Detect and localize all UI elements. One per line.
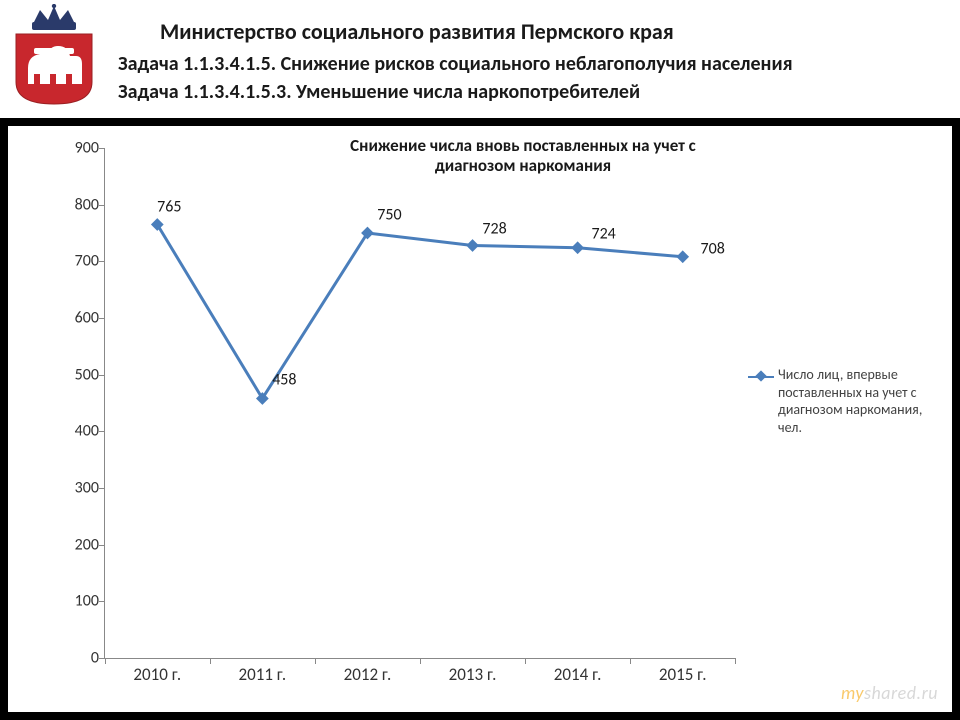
- y-tick-label: 500: [49, 365, 99, 384]
- y-tick-label: 600: [49, 309, 99, 328]
- x-tick-mark: [105, 658, 106, 664]
- x-tick-label: 2015 г.: [659, 664, 707, 685]
- legend-line-icon: [748, 369, 774, 383]
- crown-icon: [32, 4, 76, 30]
- region-emblem: [10, 4, 98, 106]
- ministry-title: Министерство социального развития Пермск…: [160, 18, 674, 45]
- legend-label: Число лиц, впервые поставленных на учет …: [778, 366, 938, 436]
- data-marker: [571, 241, 584, 254]
- data-label: 728: [482, 220, 506, 239]
- x-tick-mark: [735, 658, 736, 664]
- task-line-2: Задача 1.1.3.4.1.5.3. Уменьшение числа н…: [118, 80, 640, 104]
- data-marker: [466, 239, 479, 252]
- legend-entry: Число лиц, впервые поставленных на учет …: [748, 366, 938, 436]
- data-marker: [676, 250, 689, 263]
- plot-area: 01002003004005006007008009002010 г.2011 …: [104, 148, 735, 659]
- y-tick-label: 800: [49, 195, 99, 214]
- data-label: 724: [591, 224, 615, 243]
- chart-inner: Снижение числа вновь поставленных на уче…: [8, 126, 952, 712]
- y-tick-label: 100: [49, 592, 99, 611]
- x-tick-label: 2011 г.: [239, 664, 287, 685]
- x-tick-mark: [630, 658, 631, 664]
- diamond-marker-icon: [755, 370, 766, 381]
- legend: Число лиц, впервые поставленных на учет …: [748, 366, 938, 436]
- x-tick-mark: [210, 658, 211, 664]
- x-tick-label: 2013 г.: [449, 664, 497, 685]
- y-tick-label: 400: [49, 422, 99, 441]
- y-tick-label: 300: [49, 479, 99, 498]
- data-label: 765: [157, 197, 181, 216]
- chart-frame: Снижение числа вновь поставленных на уче…: [0, 118, 960, 720]
- y-tick-label: 200: [49, 535, 99, 554]
- x-tick-mark: [315, 658, 316, 664]
- series-line: [105, 148, 735, 658]
- watermark-prefix: my: [841, 682, 864, 704]
- y-tick-label: 900: [49, 139, 99, 158]
- x-tick-label: 2010 г.: [133, 664, 181, 685]
- data-marker: [151, 218, 164, 231]
- x-tick-mark: [420, 658, 421, 664]
- x-tick-label: 2014 г.: [554, 664, 602, 685]
- x-tick-label: 2012 г.: [344, 664, 392, 685]
- watermark: myshared.ru: [841, 682, 938, 704]
- task-line-1: Задача 1.1.3.4.1.5. Снижение рисков соци…: [118, 52, 793, 76]
- x-tick-mark: [525, 658, 526, 664]
- watermark-suffix: shared.ru: [864, 682, 938, 704]
- data-label: 750: [377, 206, 401, 225]
- data-label: 708: [701, 239, 725, 258]
- data-label: 458: [272, 371, 296, 390]
- y-tick-label: 700: [49, 252, 99, 271]
- y-tick-label: 0: [49, 649, 99, 668]
- slide-header: Министерство социального развития Пермск…: [0, 0, 960, 118]
